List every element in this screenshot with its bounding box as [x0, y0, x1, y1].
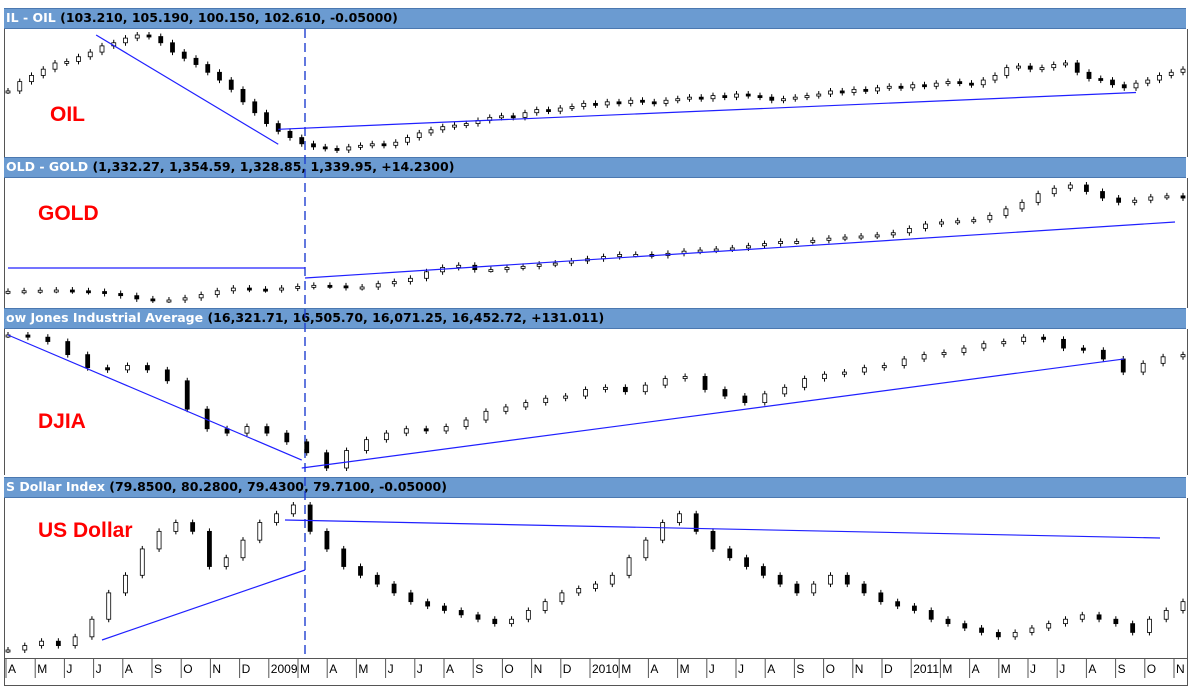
month-tick-label: A	[8, 662, 17, 676]
month-tick-label: J	[1030, 662, 1036, 676]
usd-title: S Dollar Index	[6, 479, 105, 494]
month-tick-label: A	[767, 662, 776, 676]
oil-panel[interactable]	[4, 29, 1188, 157]
month-tick-label: A	[1088, 662, 1097, 676]
month-tick-label: J	[387, 662, 394, 676]
month-tick-label: J	[416, 662, 423, 676]
month-tick-label: S	[1117, 662, 1126, 676]
month-tick-label: D	[562, 662, 572, 676]
month-tick-label: D	[241, 662, 251, 676]
month-tick-label: J	[66, 662, 73, 676]
month-tick-label: A	[971, 662, 980, 676]
month-tick-label: J	[738, 662, 744, 676]
usd-title-bar: S Dollar Index (79.8500, 80.2800, 79.430…	[4, 477, 1186, 498]
month-tick-label: A	[446, 662, 455, 676]
month-tick-label: N	[212, 662, 222, 676]
month-tick-label: O	[825, 662, 835, 676]
month-tick-label: M	[1000, 662, 1011, 676]
month-tick-label: 2011	[913, 662, 939, 676]
gold-panel[interactable]	[4, 178, 1188, 308]
month-tick-label: A	[124, 662, 133, 676]
month-tick-label: 2010	[592, 662, 619, 676]
month-tick-label: N	[854, 662, 864, 676]
month-tick-label: 2009	[270, 662, 298, 676]
month-tick-label: M	[37, 662, 48, 676]
djia-panel[interactable]	[4, 329, 1188, 475]
djia-title-bar: ow Jones Industrial Average (16,321.71, …	[4, 308, 1186, 329]
month-tick-label: J	[1059, 662, 1066, 676]
usd-label: US Dollar	[38, 519, 133, 542]
gold-label: GOLD	[38, 202, 99, 225]
month-tick-label: M	[942, 662, 953, 676]
month-tick-label: O	[1146, 662, 1157, 676]
month-tick-label: A	[650, 662, 659, 676]
month-tick-label: S	[154, 662, 163, 676]
month-tick-label: J	[708, 662, 715, 676]
gold-title: OLD - GOLD	[6, 159, 89, 174]
oil-ohlc-readout: (103.210, 105.190, 100.150, 102.610, -0.…	[60, 10, 398, 25]
oil-title: IL - OIL	[6, 10, 56, 25]
month-tick-label: M	[679, 662, 690, 676]
month-tick-label: M	[621, 662, 632, 676]
oil-title-bar: IL - OIL (103.210, 105.190, 100.150, 102…	[4, 8, 1186, 29]
month-tick-label: N	[1176, 662, 1185, 676]
month-tick-label: M	[300, 662, 310, 676]
month-tick-label: D	[884, 662, 893, 676]
month-tick-label: S	[475, 662, 484, 676]
gold-ohlc-readout: (1,332.27, 1,354.59, 1,328.85, 1,339.95,…	[92, 159, 455, 174]
month-tick-label: S	[796, 662, 805, 676]
month-tick-label: O	[504, 662, 514, 676]
month-tick-label: N	[533, 662, 543, 676]
usd-panel[interactable]	[4, 498, 1188, 658]
gold-title-bar: OLD - GOLD (1,332.27, 1,354.59, 1,328.85…	[4, 157, 1186, 178]
time-axis	[4, 658, 1188, 686]
month-tick-label: M	[358, 662, 369, 676]
usd-ohlc-readout: (79.8500, 80.2800, 79.4300, 79.7100, -0.…	[109, 479, 447, 494]
oil-label: OIL	[50, 103, 85, 126]
djia-title: ow Jones Industrial Average	[6, 310, 204, 325]
month-tick-label: A	[329, 662, 338, 676]
month-tick-label: J	[95, 662, 102, 676]
djia-label: DJIA	[38, 410, 86, 433]
month-tick-label: O	[183, 662, 193, 676]
djia-ohlc-readout: (16,321.71, 16,505.70, 16,071.25, 16,452…	[207, 310, 605, 325]
